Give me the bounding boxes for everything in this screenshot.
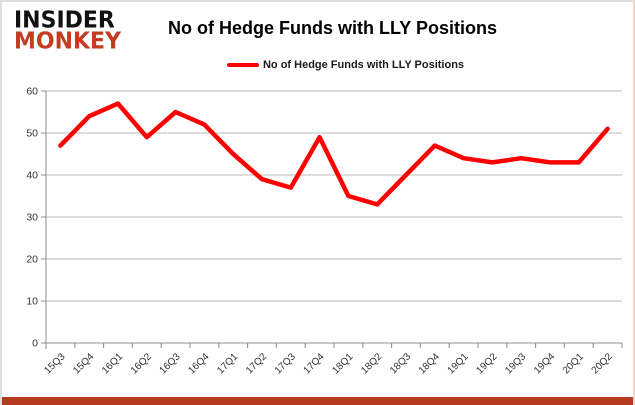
legend: No of Hedge Funds with LLY Positions [30, 59, 633, 71]
x-axis-label-15Q4: 15Q4 [71, 351, 96, 376]
x-axis-label-15Q3: 15Q3 [42, 351, 67, 376]
x-axis-label-20Q2: 20Q2 [590, 351, 615, 376]
x-axis-label-17Q1: 17Q1 [215, 351, 240, 376]
x-axis-label-16Q2: 16Q2 [129, 351, 154, 376]
x-axis-label-18Q2: 18Q2 [359, 351, 384, 376]
x-axis-label-17Q4: 17Q4 [302, 351, 327, 376]
y-axis-label-0: 0 [32, 338, 38, 350]
y-axis-label-50: 50 [26, 128, 38, 140]
x-axis-label-18Q3: 18Q3 [388, 351, 413, 376]
logo-line-insider: INSIDER [14, 7, 115, 34]
series-line [58, 101, 610, 207]
y-axis-label-30: 30 [26, 212, 38, 224]
x-axis-label-18Q4: 18Q4 [417, 351, 442, 376]
bottom-accent-bar [2, 397, 633, 405]
x-axis-label-20Q1: 20Q1 [561, 351, 586, 376]
x-axis-label-19Q3: 19Q3 [503, 351, 528, 376]
chart-title: No of Hedge Funds with LLY Positions [167, 18, 497, 38]
legend-line-swatch [226, 63, 259, 67]
y-axis-label-20: 20 [26, 254, 38, 266]
x-axis-label-17Q2: 17Q2 [244, 351, 269, 376]
y-axis-label-60: 60 [26, 86, 38, 98]
x-axis-label-16Q1: 16Q1 [100, 351, 125, 376]
legend-label: No of Hedge Funds with LLY Positions [262, 59, 465, 71]
x-axis-label-16Q3: 16Q3 [158, 351, 183, 376]
x-axis-label-19Q1: 19Q1 [446, 351, 471, 376]
x-axis-label-19Q4: 19Q4 [532, 351, 557, 376]
y-axis-label-10: 10 [26, 296, 38, 308]
y-axis-label-40: 40 [26, 170, 38, 182]
x-axis-label-17Q3: 17Q3 [273, 351, 298, 376]
insider-monkey-logo: INSIDER MONKEY [14, 7, 122, 55]
x-axis-label-18Q1: 18Q1 [330, 351, 355, 376]
x-axis-label-19Q2: 19Q2 [474, 351, 499, 376]
logo-line-monkey: MONKEY [14, 28, 122, 55]
x-axis-label-16Q4: 16Q4 [186, 351, 211, 376]
